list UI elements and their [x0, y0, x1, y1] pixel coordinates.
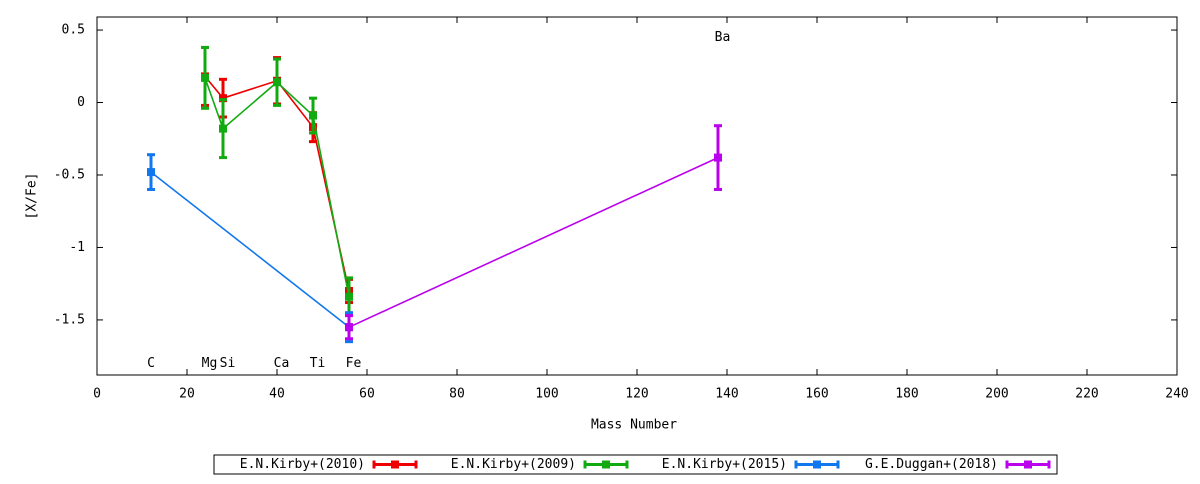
x-tick-label: 200: [985, 387, 1008, 402]
annotation: Mg: [202, 356, 218, 371]
annotation: Ba: [715, 30, 731, 45]
point: [273, 78, 281, 87]
x-tick-label: 40: [269, 387, 285, 402]
y-tick-label: -1.5: [54, 312, 85, 327]
y-tick-label: 0.5: [62, 23, 85, 38]
x-tick-label: 120: [625, 387, 648, 402]
y-tick-label: -1: [69, 240, 85, 255]
point: [201, 73, 209, 82]
legend-swatch: [391, 460, 399, 469]
x-tick-label: 80: [449, 387, 465, 402]
x-tick-label: 240: [1165, 387, 1188, 402]
point: [309, 111, 317, 120]
x-tick-label: 220: [1075, 387, 1098, 402]
annotation: Si: [220, 356, 236, 371]
legend-label: E.N.Kirby+(2010): [240, 457, 365, 472]
legend-swatch: [602, 460, 610, 469]
y-tick-label: 0: [77, 95, 85, 110]
legend-box: [213, 454, 1058, 475]
x-tick-label: 0: [93, 387, 101, 402]
legend-label: E.N.Kirby+(2009): [451, 457, 576, 472]
x-tick-label: 160: [805, 387, 828, 402]
series-line: [150, 171, 350, 328]
annotation: Fe: [346, 356, 362, 371]
legend-label: G.E.Duggan+(2018): [865, 457, 998, 472]
series-line: [204, 75, 350, 292]
point: [345, 292, 353, 301]
series-line: [204, 77, 350, 297]
plot-frame: [96, 16, 1178, 376]
x-tick-label: 100: [535, 387, 558, 402]
point: [147, 168, 155, 177]
y-tick-label: -0.5: [54, 167, 85, 182]
point: [714, 153, 722, 162]
series-line: [348, 156, 719, 328]
point: [219, 124, 227, 133]
y-axis-label: [X/Fe]: [25, 173, 40, 220]
x-tick-label: 60: [359, 387, 375, 402]
annotation: Ca: [274, 356, 290, 371]
legend-label: E.N.Kirby+(2015): [662, 457, 787, 472]
x-axis-label: Mass Number: [591, 418, 677, 433]
legend-swatch: [1024, 460, 1032, 469]
x-tick-label: 140: [715, 387, 738, 402]
legend-swatch: [813, 460, 821, 469]
annotation: Ti: [310, 356, 326, 371]
point: [345, 323, 353, 332]
x-tick-label: 20: [179, 387, 195, 402]
x-tick-label: 180: [895, 387, 918, 402]
annotation: C: [147, 356, 155, 371]
